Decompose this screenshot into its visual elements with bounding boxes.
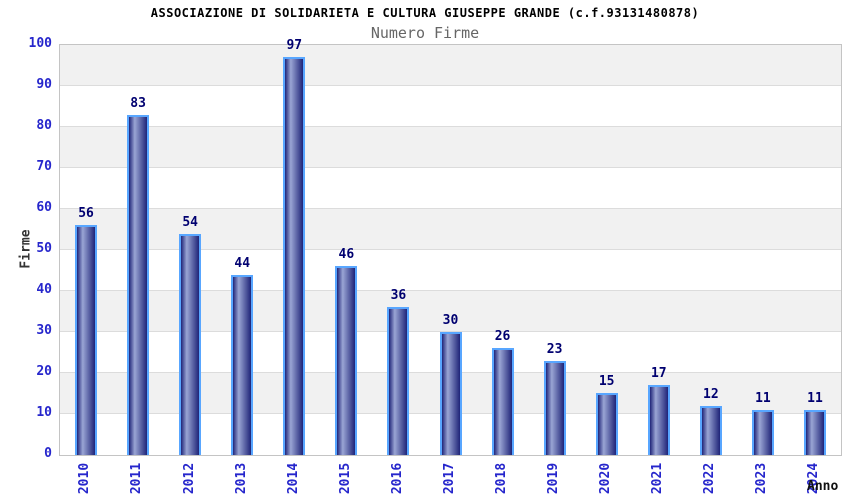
y-tick-label: 100 (28, 36, 52, 51)
bar-2022 (699, 406, 722, 455)
bar-2023 (751, 410, 774, 455)
bar-2011 (127, 115, 150, 455)
chart-subtitle: Numero Firme (370, 24, 480, 42)
bar-value-label: 17 (650, 366, 667, 381)
grid-band (60, 168, 841, 209)
bar-value-label: 36 (390, 288, 407, 303)
bar-2012 (179, 234, 202, 455)
bar-value-label: 11 (807, 391, 823, 406)
x-tick-label: 2020 (598, 462, 614, 494)
bar-value-label: 12 (703, 387, 719, 402)
x-tick-label: 2021 (650, 462, 666, 494)
bar-value-label: 83 (130, 96, 146, 111)
bar-value-label: 11 (755, 391, 771, 406)
bar-2018 (491, 348, 514, 455)
bar-2010 (75, 225, 98, 455)
bar-2020 (595, 393, 618, 455)
x-tick-label: 2018 (494, 462, 510, 494)
bar-2021 (647, 385, 670, 455)
x-tick-label: 2023 (754, 462, 770, 494)
x-tick-label: 2022 (702, 462, 718, 494)
y-tick-label: 70 (36, 159, 52, 174)
x-tick-label: 2015 (337, 462, 353, 494)
y-tick-label: 10 (36, 405, 52, 420)
bar-2016 (387, 307, 410, 455)
bar-2017 (439, 332, 462, 455)
x-tick-label: 2010 (77, 462, 93, 494)
x-tick-label: 2014 (285, 462, 301, 494)
bar-2024 (803, 410, 826, 455)
y-tick-label: 90 (36, 77, 52, 92)
bar-value-label: 46 (338, 247, 355, 262)
x-tick-label: 2012 (181, 462, 197, 494)
chart-title: ASSOCIAZIONE DI SOLIDARIETA E CULTURA GI… (150, 6, 700, 20)
plot-area: 56 83 54 44 97 46 36 30 26 23 15 17 12 11 11 (59, 38, 842, 456)
x-tick-label: 2017 (442, 462, 457, 494)
y-tick-label: 0 (44, 446, 52, 461)
y-tick-label: 80 (36, 118, 52, 133)
bar-value-label: 44 (234, 256, 251, 271)
y-tick-label: 30 (36, 323, 52, 338)
y-tick-label: 60 (36, 200, 52, 215)
bar-2013 (231, 275, 254, 455)
x-tick-label: 2011 (129, 462, 145, 494)
x-tick-label: 2016 (389, 462, 405, 494)
y-tick-label: 20 (36, 364, 52, 379)
grid-band (60, 86, 841, 127)
x-tick-label: 2013 (233, 462, 249, 494)
grid-band (60, 127, 841, 168)
y-tick-label: 40 (36, 282, 52, 297)
bar-value-label: 15 (598, 374, 615, 389)
bar-2015 (335, 266, 358, 455)
grid-band (60, 45, 841, 86)
y-tick-label: 50 (36, 241, 52, 256)
x-tick-label: 2019 (546, 462, 562, 494)
bar-2014 (283, 57, 306, 455)
grid-band (60, 250, 841, 291)
bar-value-label: 97 (286, 38, 303, 53)
bar-2019 (543, 361, 566, 455)
bar-value-label: 30 (442, 313, 459, 328)
x-axis-title: Anno (807, 479, 839, 494)
bar-value-label: 26 (494, 329, 511, 344)
bar-value-label: 56 (78, 206, 94, 221)
bar-value-label: 23 (546, 342, 563, 357)
bar-value-label: 54 (182, 215, 198, 230)
